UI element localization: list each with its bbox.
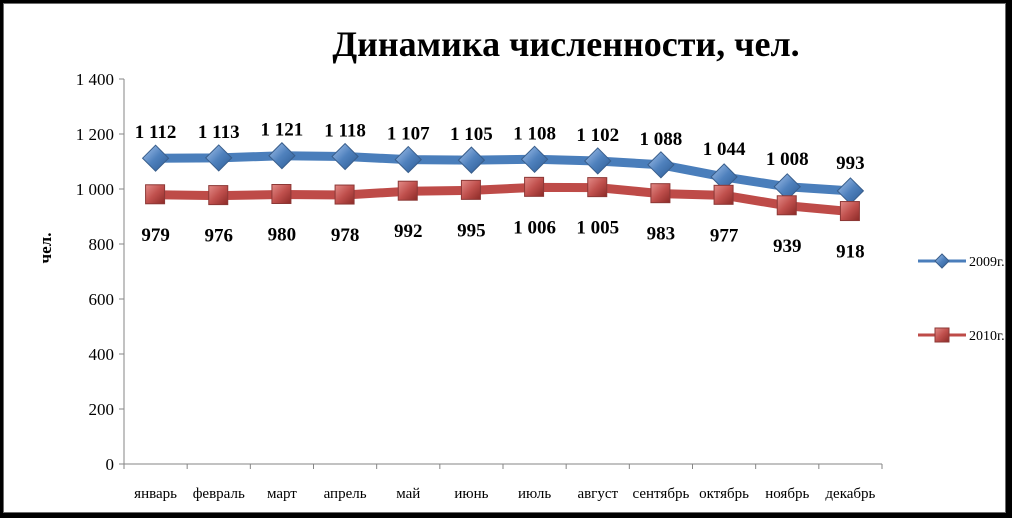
data-label: 1 121 [261, 120, 304, 141]
data-label: 1 005 [576, 218, 619, 239]
x-tick-label: февраль [193, 486, 245, 502]
data-point [394, 145, 422, 174]
series-2: 979 976 980 978 992 995 1 006 1 005 983 977 939 918 [141, 176, 865, 263]
legend-marker-icon [934, 327, 950, 343]
data-label: 1 006 [513, 217, 556, 238]
y-tick-label: 1 200 [76, 125, 114, 144]
data-point [334, 184, 355, 205]
legend-item-2: 2010г. [918, 327, 1005, 344]
data-point [713, 184, 734, 205]
chart-area: Динамика численности, чел. чел. 0 200 400 6… [3, 3, 1006, 513]
x-tick-label: октябрь [699, 486, 749, 502]
data-point [397, 180, 418, 201]
x-tick-label: август [577, 486, 618, 502]
data-point [268, 142, 296, 170]
data-point [208, 185, 229, 206]
data-point [524, 176, 545, 197]
data-point [839, 201, 860, 222]
data-point [650, 183, 671, 204]
x-tick-label: сентябрь [633, 486, 690, 502]
series-line [151, 182, 855, 217]
y-tick-label: 1 000 [76, 180, 114, 199]
legend-marker-icon [934, 253, 950, 269]
data-label: 976 [205, 226, 234, 247]
data-point [460, 179, 481, 200]
data-point [457, 146, 486, 174]
y-tick-label: 600 [89, 290, 115, 309]
data-label: 977 [710, 225, 739, 246]
data-label: 1 113 [198, 122, 240, 143]
data-point [587, 177, 608, 198]
y-tick-label: 0 [106, 455, 115, 474]
data-label: 979 [141, 225, 170, 246]
x-tick-label: декабрь [825, 486, 875, 502]
legend: 2009г. 2010г. [918, 253, 1005, 344]
data-label: 1 044 [703, 139, 746, 160]
y-tick-label: 1 400 [76, 70, 114, 89]
data-point [205, 144, 233, 172]
series-1: 1 112 1 113 1 121 1 118 1 107 1 105 1 108 1 102… [135, 120, 865, 205]
data-label: 1 105 [450, 124, 493, 145]
x-tick-label: май [396, 486, 420, 502]
x-tick-label: ноябрь [765, 486, 809, 502]
legend-label: 2010г. [969, 329, 1005, 344]
data-label: 978 [331, 225, 360, 246]
data-label: 993 [836, 153, 865, 174]
y-tick-label: 200 [89, 400, 115, 419]
data-label: 992 [394, 221, 423, 242]
data-point [145, 184, 166, 205]
data-label: 1 102 [576, 125, 619, 146]
x-tick-label: март [267, 486, 297, 502]
y-tick-label: 800 [89, 235, 115, 254]
data-label: 1 107 [387, 124, 430, 145]
data-label: 1 118 [324, 121, 366, 142]
data-label: 995 [457, 220, 486, 241]
chart-title: Динамика численности, чел. [332, 24, 799, 64]
data-label: 1 088 [640, 129, 683, 150]
y-tick-label: 400 [89, 345, 115, 364]
x-tick-label: апрель [324, 486, 367, 502]
x-tick-label: июнь [454, 486, 488, 502]
data-label: 918 [836, 242, 865, 263]
series-layer: 1 112 1 113 1 121 1 118 1 107 1 105 1 108 1 102… [135, 120, 865, 263]
data-point [584, 147, 612, 175]
x-tick-label: июль [518, 486, 551, 502]
x-tick-label: январь [134, 486, 177, 502]
line-chart: Динамика численности, чел. чел. 0 200 400 6… [36, 24, 1005, 502]
data-point [836, 177, 865, 205]
legend-item-1: 2009г. [918, 253, 1005, 270]
y-axis-label: чел. [36, 233, 55, 264]
data-label: 980 [268, 225, 297, 246]
data-point [271, 184, 292, 204]
data-point [520, 145, 549, 174]
data-point [141, 144, 170, 172]
data-label: 1 108 [513, 123, 556, 144]
data-point [776, 195, 797, 216]
data-point [331, 142, 359, 171]
data-label: 983 [647, 224, 676, 245]
data-label: 939 [773, 236, 802, 257]
data-point [647, 151, 675, 179]
data-label: 1 008 [766, 149, 809, 170]
axes: 0 200 400 600 800 1 000 1 200 1 400 январь феврал… [76, 70, 883, 502]
legend-label: 2009г. [969, 255, 1005, 270]
data-label: 1 112 [135, 122, 177, 143]
